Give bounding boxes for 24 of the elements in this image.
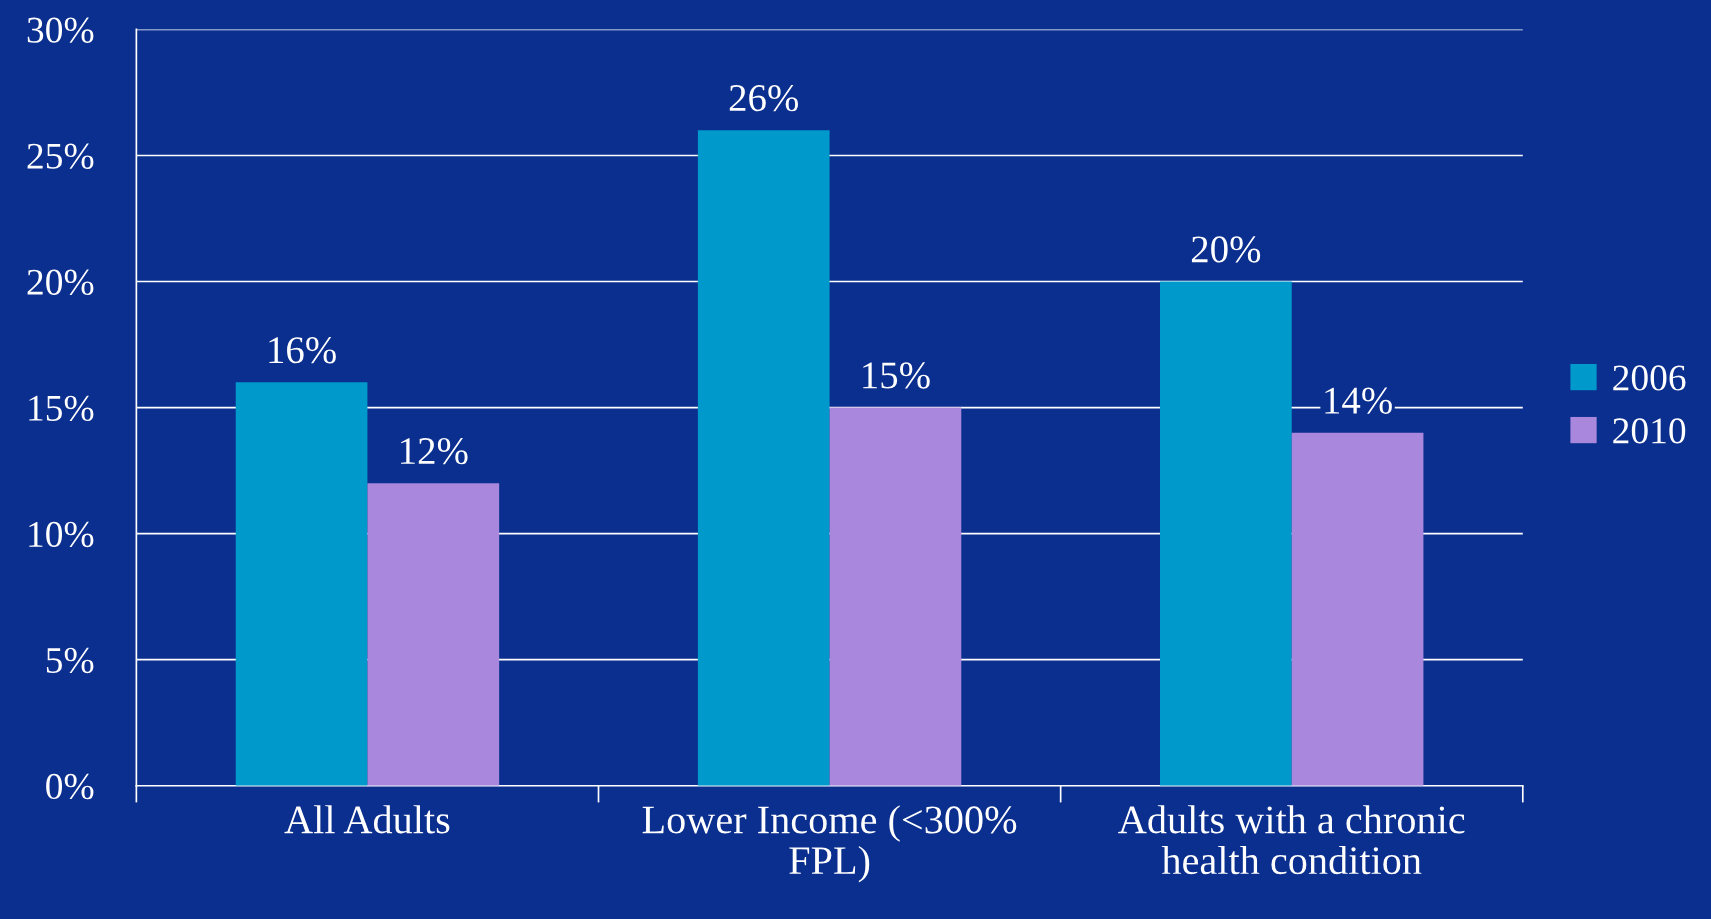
y-tick-label: 0% bbox=[46, 773, 94, 800]
x-tick-label: All Adults bbox=[284, 805, 450, 834]
y-tick-label: 15% bbox=[29, 395, 94, 422]
y-tick-label: 5% bbox=[46, 647, 94, 674]
legend-label: 2010 bbox=[1613, 418, 1686, 444]
y-tick-label: 20% bbox=[27, 269, 94, 296]
y-tick-label: 25% bbox=[27, 143, 94, 169]
y-tick-label: 30% bbox=[27, 17, 94, 43]
data-label: 12% bbox=[401, 437, 468, 465]
y-tick-label: 10% bbox=[29, 521, 94, 548]
bar bbox=[829, 407, 962, 786]
data-label: 26% bbox=[729, 85, 799, 112]
bar bbox=[1291, 432, 1424, 786]
bar bbox=[235, 382, 368, 786]
data-label: 20% bbox=[1191, 236, 1261, 263]
x-tick-label: Lower Income (<300% FPL) bbox=[642, 805, 1017, 883]
legend-label: 2006 bbox=[1613, 365, 1686, 391]
bar bbox=[1160, 281, 1292, 786]
data-label: 16% bbox=[269, 337, 336, 364]
data-label: 15% bbox=[863, 362, 930, 389]
bar bbox=[367, 483, 500, 786]
data-label: 14% bbox=[1325, 387, 1392, 414]
bar bbox=[697, 130, 830, 786]
x-tick-label: Adults with a chronic health condition bbox=[1118, 805, 1465, 875]
